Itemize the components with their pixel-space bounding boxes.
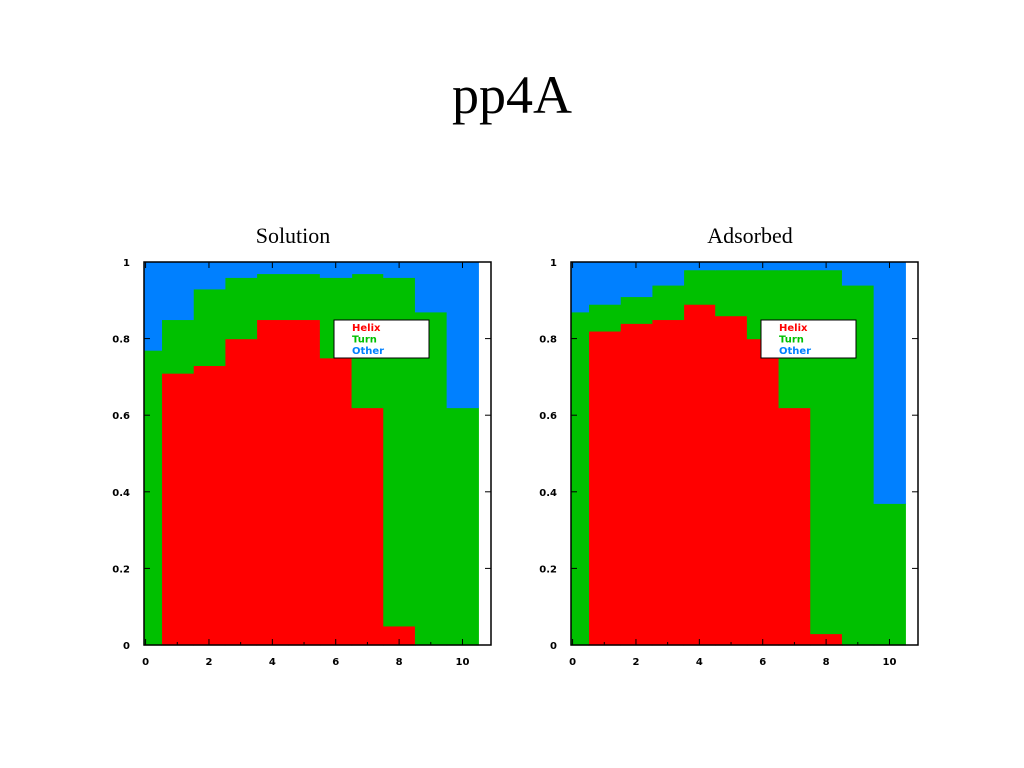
adsorbed-helix-bar bbox=[620, 323, 653, 646]
solution-helix-bar bbox=[256, 319, 289, 646]
solution-turn-bar bbox=[224, 277, 258, 340]
legend-label-helix: Helix bbox=[352, 323, 381, 334]
x-tick-label: 4 bbox=[269, 657, 276, 668]
solution-other-bar bbox=[161, 262, 194, 321]
y-tick-label: 0.2 bbox=[539, 564, 557, 575]
adsorbed-other-bar bbox=[715, 262, 748, 271]
solution-helix-bar bbox=[319, 357, 353, 646]
legend-box bbox=[333, 319, 430, 359]
adsorbed-turn-bar bbox=[715, 269, 748, 317]
solution-turn-bar bbox=[288, 273, 321, 321]
x-tick-label: 6 bbox=[759, 657, 766, 668]
y-tick-label: 1 bbox=[123, 258, 130, 269]
x-tick-label: 2 bbox=[632, 657, 639, 668]
y-tick-label: 1 bbox=[550, 258, 557, 269]
y-tick-label: 0.6 bbox=[112, 411, 130, 422]
solution-other-bar bbox=[351, 262, 384, 275]
solution-other-bar bbox=[224, 262, 258, 278]
y-tick-label: 0.4 bbox=[539, 488, 557, 499]
y-tick-label: 0.6 bbox=[539, 411, 557, 422]
x-tick-label: 6 bbox=[332, 657, 339, 668]
solution-other-bar bbox=[414, 262, 448, 313]
adsorbed-turn-bar bbox=[588, 304, 621, 332]
adsorbed-other-bar bbox=[651, 262, 685, 286]
solution-other-bar bbox=[446, 262, 479, 409]
solution-helix-bar bbox=[383, 625, 416, 646]
adsorbed-helix-bar bbox=[683, 304, 716, 646]
y-tick-label: 0.4 bbox=[112, 488, 130, 499]
solution-other-bar bbox=[256, 262, 289, 275]
adsorbed-turn-bar bbox=[651, 284, 685, 321]
solution-other-bar bbox=[383, 262, 416, 278]
x-tick-label: 10 bbox=[456, 657, 470, 668]
x-tick-label: 8 bbox=[396, 657, 403, 668]
solution-turn-bar bbox=[161, 319, 194, 374]
solution-helix-bar bbox=[161, 373, 194, 646]
x-tick-label: 4 bbox=[696, 657, 703, 668]
legend-label-turn: Turn bbox=[352, 335, 377, 346]
adsorbed-helix-bar bbox=[651, 319, 685, 646]
solution-turn-bar bbox=[446, 407, 479, 646]
chart-title-solution: Solution bbox=[255, 223, 331, 248]
legend-label-other: Other bbox=[352, 346, 384, 357]
adsorbed-other-bar bbox=[588, 262, 621, 305]
plot-frame bbox=[143, 261, 492, 646]
adsorbed-helix-bar bbox=[778, 407, 811, 646]
adsorbed-turn-bar bbox=[620, 296, 653, 324]
adsorbed-turn-bar bbox=[873, 503, 906, 646]
adsorbed-helix-bar bbox=[746, 338, 780, 646]
chart-title-adsorbed: Adsorbed bbox=[707, 223, 793, 248]
solution-helix-bar bbox=[351, 407, 384, 646]
solution-turn-bar bbox=[414, 311, 448, 646]
legend-label-helix: Helix bbox=[779, 323, 808, 334]
x-tick-label: 8 bbox=[823, 657, 830, 668]
y-tick-label: 0.8 bbox=[539, 335, 557, 346]
adsorbed-turn-bar bbox=[571, 311, 590, 646]
solution-other-bar bbox=[288, 262, 321, 275]
solution-turn-bar bbox=[193, 288, 226, 367]
adsorbed-turn-bar bbox=[683, 269, 716, 305]
solution-turn-bar bbox=[256, 273, 289, 321]
x-tick-label: 0 bbox=[142, 657, 149, 668]
y-tick-label: 0 bbox=[123, 641, 130, 652]
y-tick-label: 0 bbox=[550, 641, 557, 652]
y-tick-label: 0.2 bbox=[112, 564, 130, 575]
legend-box bbox=[760, 319, 857, 359]
adsorbed-other-bar bbox=[841, 262, 875, 286]
page-title: pp4A bbox=[452, 65, 572, 125]
adsorbed-other-bar bbox=[873, 262, 906, 504]
x-tick-label: 10 bbox=[883, 657, 897, 668]
adsorbed-helix-bar bbox=[588, 330, 621, 646]
solution-helix-bar bbox=[193, 365, 226, 646]
solution-other-bar bbox=[319, 262, 353, 278]
adsorbed-other-bar bbox=[778, 262, 811, 271]
solution-turn-bar bbox=[144, 350, 163, 646]
legend-label-turn: Turn bbox=[779, 335, 804, 346]
solution-helix-bar bbox=[224, 338, 258, 646]
legend-label-other: Other bbox=[779, 346, 811, 357]
plot-frame bbox=[570, 261, 919, 646]
x-tick-label: 0 bbox=[569, 657, 576, 668]
x-tick-label: 2 bbox=[205, 657, 212, 668]
y-tick-label: 0.8 bbox=[112, 335, 130, 346]
adsorbed-other-bar bbox=[571, 262, 590, 313]
solution-helix-bar bbox=[288, 319, 321, 646]
adsorbed-helix-bar bbox=[715, 315, 748, 646]
solution-other-bar bbox=[144, 262, 163, 351]
